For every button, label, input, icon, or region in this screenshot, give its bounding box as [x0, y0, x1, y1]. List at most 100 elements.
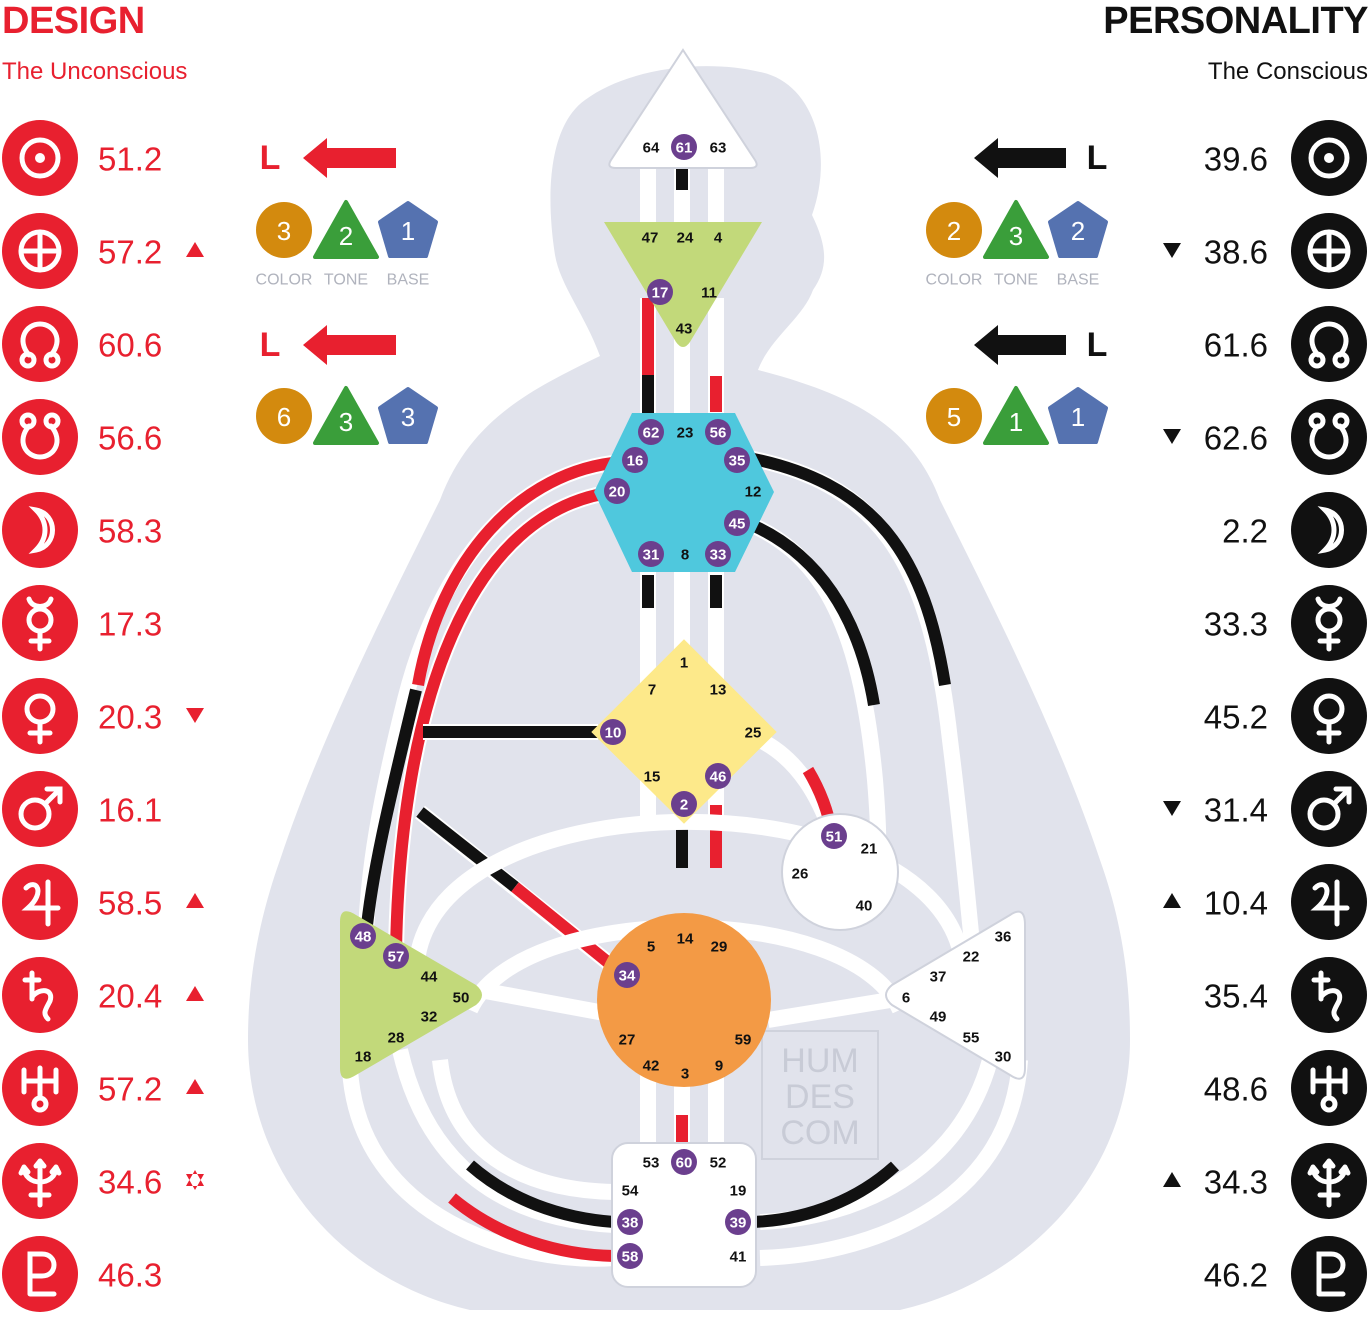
gate-48-marker — [350, 923, 376, 949]
gate-33-marker — [705, 541, 731, 567]
tone-badge — [313, 386, 379, 445]
gate-13: 13 — [710, 682, 727, 699]
personality-planet-value: 34.3 — [1204, 1164, 1268, 1201]
gate-62-marker — [638, 419, 664, 445]
mars-glyph — [18, 786, 63, 831]
glyph-stroke — [43, 351, 61, 369]
design-planet-row: 51.2 — [2, 120, 162, 196]
personality-planet-value: 61.6 — [1204, 327, 1268, 364]
base-value: 1 — [1071, 402, 1085, 432]
personality-planet-row: 2.2 — [1222, 492, 1367, 568]
color-value: 3 — [277, 216, 291, 246]
design-variables: L 3 2 1 COLOR TONE BASE L 6 3 3 — [256, 138, 438, 445]
center-spleen: 48 57 44 50 32 28 18 — [340, 911, 482, 1079]
glyph-stroke — [1331, 786, 1352, 807]
gate-39-marker — [725, 1209, 751, 1235]
personality-planet-row: 33.3 — [1204, 585, 1367, 661]
color-value: 6 — [277, 402, 291, 432]
gate-51-marker — [821, 823, 847, 849]
center-ajna: 47 24 4 17 11 43 — [604, 222, 762, 347]
watermark-text: DES — [785, 1078, 855, 1116]
glyph-stroke — [1317, 506, 1344, 554]
base-value: 1 — [401, 216, 415, 246]
arrow-left-icon — [303, 325, 396, 365]
gate-41: 41 — [730, 1249, 747, 1266]
gate-2: 2 — [680, 797, 688, 814]
gate-10: 10 — [605, 725, 622, 742]
gate-22: 22 — [963, 949, 980, 966]
center-ego: 51 21 26 40 — [781, 813, 899, 931]
personality-subtitle: The Conscious — [1207, 58, 1368, 85]
design-subtitle: The Unconscious — [2, 58, 188, 85]
glyph-stroke — [43, 412, 61, 430]
gate-16-marker — [622, 447, 648, 473]
channel-16-activation — [412, 456, 623, 687]
gate-3: 3 — [681, 1066, 689, 1083]
gate-46-marker — [705, 763, 731, 789]
gate-50: 50 — [453, 990, 470, 1007]
design-planet-row: 16.1 — [2, 771, 162, 847]
design-planet-row: 34.6 — [2, 1143, 204, 1219]
mars-icon — [2, 771, 78, 847]
gate-19: 19 — [730, 1183, 747, 1200]
glyph-stroke — [20, 321, 60, 358]
personality-planet-row: 38.6 — [1163, 213, 1367, 289]
jupiter-glyph — [21, 879, 61, 927]
venus-glyph — [1313, 693, 1345, 745]
center-solar-plexus: 36 22 37 6 49 55 30 — [885, 910, 1026, 1080]
base-value: 2 — [1071, 216, 1085, 246]
gate-39: 39 — [730, 1215, 747, 1232]
root-shape — [611, 1142, 757, 1288]
gate-47: 47 — [642, 230, 659, 247]
south-node-icon — [2, 399, 78, 475]
channel-20-57-activation — [390, 486, 615, 953]
glyph-stroke — [1307, 229, 1351, 273]
personality-planet-value: 39.6 — [1204, 141, 1268, 178]
base-badge — [1048, 201, 1108, 258]
glyph-stroke — [1316, 1251, 1346, 1297]
color-badge — [256, 202, 312, 258]
variable-label: COLOR — [256, 272, 313, 289]
design-planet-value: 56.6 — [98, 420, 162, 457]
gate-40: 40 — [856, 898, 873, 915]
watermark-text: HUM — [781, 1042, 858, 1080]
design-planet-row: 56.6 — [2, 399, 162, 475]
pluto-glyph — [1316, 1251, 1346, 1297]
gate-57-marker — [383, 943, 409, 969]
personality-planet-value: 62.6 — [1204, 420, 1268, 457]
center-head: 64 61 63 — [608, 48, 758, 169]
gate-4: 4 — [714, 230, 723, 247]
personality-planet-row: 46.2 — [1204, 1236, 1367, 1312]
design-planets: 51.2 57.2 60.6 56.6 58.3 17.3 20.3 16.1 58.5 20.4… — [2, 120, 204, 1312]
tone-badge — [313, 200, 379, 259]
glyph-stroke — [1311, 970, 1343, 1022]
glyph-stroke — [20, 423, 60, 460]
channel-30-41 — [759, 1059, 1028, 1266]
design-planet-row: 58.3 — [2, 492, 162, 568]
personality-planet-value: 31.4 — [1204, 792, 1268, 829]
venus-glyph — [24, 693, 56, 745]
venus-icon — [2, 678, 78, 754]
variable-label: COLOR — [926, 272, 983, 289]
star-icon — [186, 1170, 204, 1190]
moon-glyph — [28, 506, 55, 554]
jupiter-glyph — [1310, 879, 1350, 927]
triangle-down-icon — [1163, 429, 1181, 444]
gate-42: 42 — [643, 1058, 660, 1075]
north-node-icon — [1291, 306, 1367, 382]
triangle-up-icon — [186, 986, 204, 1001]
glyph-stroke — [21, 879, 61, 927]
channel-59-6 — [766, 992, 892, 1028]
jupiter-icon — [1291, 864, 1367, 940]
gate-59: 59 — [735, 1032, 752, 1049]
gate-61: 61 — [676, 140, 693, 157]
gate-53: 53 — [643, 1155, 660, 1172]
gate-60-marker — [671, 1149, 697, 1175]
gate-33: 33 — [710, 547, 727, 564]
gate-18: 18 — [355, 1049, 372, 1066]
gate-37: 37 — [930, 969, 947, 986]
gate-11: 11 — [701, 285, 717, 302]
gate-55: 55 — [963, 1030, 980, 1047]
design-planet-value: 17.3 — [98, 606, 162, 643]
pluto-glyph — [27, 1251, 57, 1297]
